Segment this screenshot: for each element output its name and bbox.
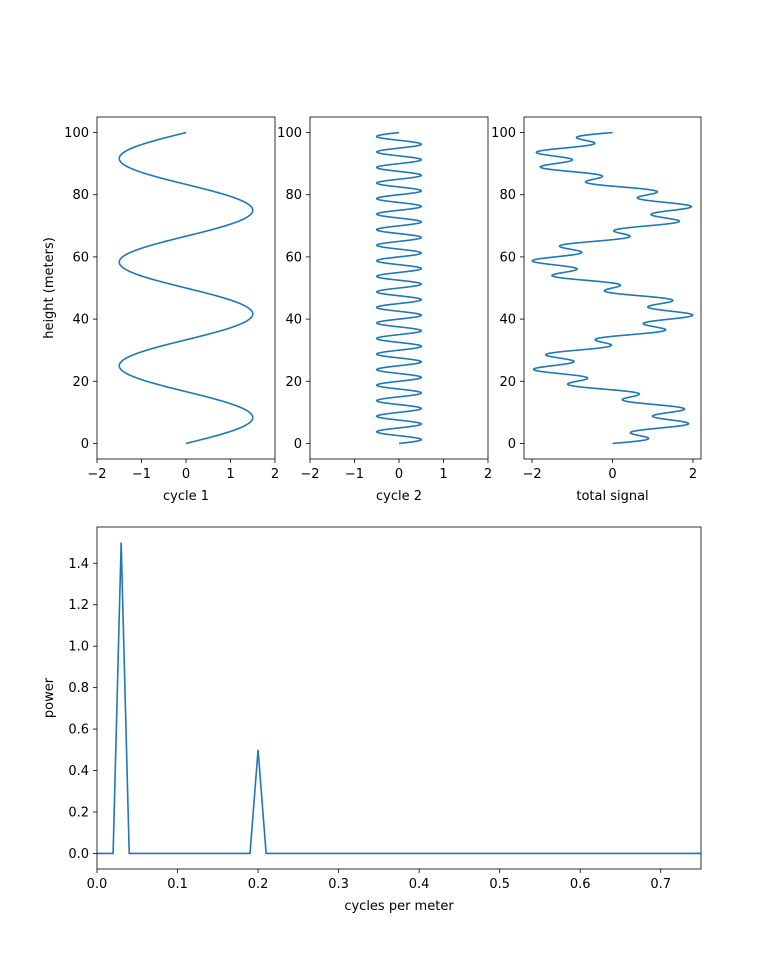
x-tick-label: −2 (300, 467, 319, 482)
x-axis-label: cycles per meter (344, 899, 454, 914)
x-tick-label: −2 (522, 467, 541, 482)
y-tick-label: 100 (491, 126, 516, 141)
x-axis-label: cycle 2 (376, 489, 422, 504)
series-line-1 (118, 131, 254, 445)
x-tick-label: 2 (271, 467, 279, 482)
y-tick-label: 0.4 (68, 764, 89, 779)
series-line-1 (531, 131, 694, 445)
y-tick-label: 0 (508, 437, 516, 452)
x-tick-label: 0.3 (328, 877, 349, 892)
x-tick-label: 0.5 (489, 877, 510, 892)
y-tick-label: 0 (81, 437, 89, 452)
y-tick-label: 80 (72, 188, 89, 203)
y-tick-label: 0.8 (68, 681, 89, 696)
y-tick-label: 0.6 (68, 723, 89, 738)
x-tick-label: 0.1 (167, 877, 188, 892)
y-tick-label: 60 (285, 250, 302, 265)
y-tick-label: 40 (499, 313, 516, 328)
x-axis-label: total signal (576, 489, 648, 504)
x-tick-label: 0.7 (650, 877, 671, 892)
y-axis-label: power (42, 677, 57, 718)
y-tick-label: 80 (285, 188, 302, 203)
y-tick-label: 1.2 (68, 598, 89, 613)
y-tick-label: 40 (72, 313, 89, 328)
x-tick-label: 0.4 (409, 877, 430, 892)
x-tick-label: −1 (345, 467, 364, 482)
y-tick-label: 1.4 (68, 557, 89, 572)
series-line-1 (97, 542, 701, 855)
y-tick-label: 0.0 (68, 847, 89, 862)
y-tick-label: 1.0 (68, 640, 89, 655)
y-tick-label: 0.2 (68, 806, 89, 821)
x-tick-label: 1 (226, 467, 234, 482)
x-tick-label: 0 (395, 467, 403, 482)
y-tick-label: 100 (64, 126, 89, 141)
x-tick-label: 1 (439, 467, 447, 482)
x-axis-label: cycle 1 (163, 489, 209, 504)
x-tick-label: 0.6 (570, 877, 591, 892)
x-tick-label: 0.2 (248, 877, 269, 892)
y-tick-label: 100 (277, 126, 302, 141)
y-tick-label: 40 (285, 313, 302, 328)
y-tick-label: 60 (499, 250, 516, 265)
x-tick-label: 2 (484, 467, 492, 482)
x-tick-label: 0 (608, 467, 616, 482)
y-tick-label: 80 (499, 188, 516, 203)
x-tick-label: −1 (132, 467, 151, 482)
y-tick-label: 20 (285, 375, 302, 390)
y-axis-label: height (meters) (42, 237, 57, 339)
x-tick-label: 0.0 (87, 877, 108, 892)
y-tick-label: 0 (294, 437, 302, 452)
chart-4: 0.0 0.1 0.2 0.3 0.4 0.5 0.6 0.7 0.0 0.2 0.4 0.6 0.8 1… (42, 526, 702, 914)
x-tick-label: −2 (87, 467, 106, 482)
x-tick-label: 2 (689, 467, 697, 482)
y-tick-label: 20 (72, 375, 89, 390)
series-line-1 (375, 131, 423, 445)
y-tick-label: 20 (499, 375, 516, 390)
x-tick-label: 0 (182, 467, 190, 482)
axes-frame (96, 526, 702, 870)
y-tick-label: 60 (72, 250, 89, 265)
